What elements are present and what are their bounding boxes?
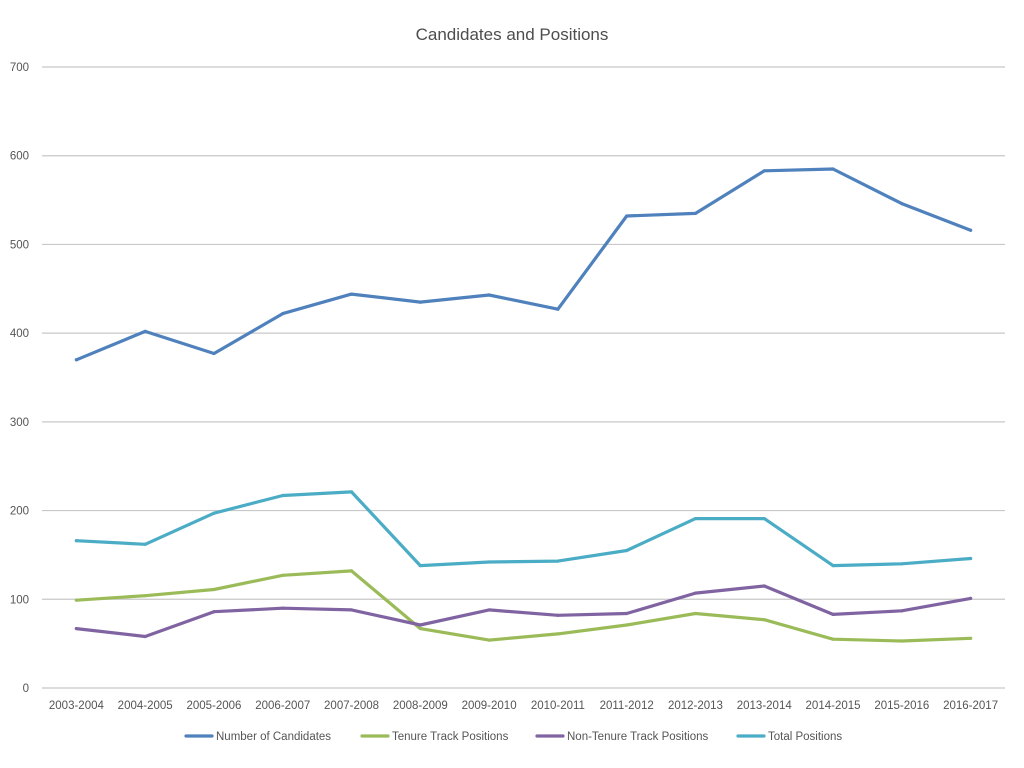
y-tick-label: 400 xyxy=(10,328,29,340)
data-point xyxy=(693,516,698,521)
data-point xyxy=(969,596,973,600)
data-point xyxy=(418,563,422,568)
data-point xyxy=(418,300,422,304)
data-point xyxy=(556,632,560,636)
x-tick-label: 2009-2010 xyxy=(462,700,517,712)
data-point xyxy=(831,637,835,641)
legend: Number of Candidates Tenure Track Positio… xyxy=(184,731,842,743)
series-line-2 xyxy=(74,569,973,643)
data-point xyxy=(762,169,766,173)
data-point xyxy=(212,587,216,592)
data-point xyxy=(900,562,904,566)
data-point xyxy=(900,202,904,206)
data-point xyxy=(487,293,491,297)
data-point xyxy=(74,358,78,362)
data-point xyxy=(762,584,766,588)
data-point xyxy=(900,609,904,613)
data-point xyxy=(143,634,147,639)
data-point xyxy=(212,610,216,614)
data-point xyxy=(831,563,835,568)
x-tick-label: 2004-2005 xyxy=(118,700,173,712)
legend-label: Number of Candidates xyxy=(216,731,331,743)
data-point xyxy=(625,611,629,616)
x-tick-label: 2014-2015 xyxy=(806,700,861,712)
series-line-1 xyxy=(74,167,973,362)
y-tick-label: 700 xyxy=(10,62,29,74)
data-point xyxy=(487,608,491,612)
x-tick-label: 2008-2009 xyxy=(393,700,448,712)
legend-label: Non-Tenure Track Positions xyxy=(567,731,709,743)
data-point xyxy=(762,516,766,521)
data-point xyxy=(281,573,285,577)
data-point xyxy=(212,351,216,356)
y-tick-label: 200 xyxy=(10,506,29,518)
x-tick-label: 2012-2013 xyxy=(668,700,723,712)
x-axis-ticks: 2003-2004 2004-2005 2005-2006 2006-2007 2007… xyxy=(49,700,998,712)
y-tick-label: 0 xyxy=(23,683,29,695)
data-point xyxy=(487,638,491,642)
data-point xyxy=(831,167,835,171)
data-point xyxy=(831,612,835,616)
x-tick-label: 2010-2011 xyxy=(531,700,585,712)
data-point xyxy=(74,598,78,602)
x-tick-label: 2003-2004 xyxy=(49,700,105,712)
data-point xyxy=(212,511,216,515)
data-point xyxy=(556,307,560,311)
data-point xyxy=(969,556,973,561)
x-tick-label: 2013-2014 xyxy=(737,700,793,712)
data-point xyxy=(762,618,766,622)
x-tick-label: 2015-2016 xyxy=(874,700,929,712)
data-point xyxy=(625,623,629,627)
data-point xyxy=(281,493,285,498)
legend-label: Tenure Track Positions xyxy=(392,731,509,743)
data-point xyxy=(556,613,560,617)
series-line-4 xyxy=(74,490,973,568)
x-tick-label: 2007-2008 xyxy=(324,700,379,712)
data-point xyxy=(418,626,422,631)
data-point xyxy=(625,214,629,218)
data-point xyxy=(349,292,354,296)
data-point xyxy=(969,228,973,232)
data-point xyxy=(969,636,973,640)
data-point xyxy=(349,490,354,494)
data-point xyxy=(74,626,78,631)
data-point xyxy=(693,211,698,215)
legend-item: Total Positions xyxy=(736,731,842,743)
x-tick-label: 2016-2017 xyxy=(943,700,998,712)
legend-label: Total Positions xyxy=(768,731,842,743)
y-axis-ticks: 0 100 200 300 400 500 600 700 xyxy=(10,62,29,695)
data-point xyxy=(281,606,285,610)
x-tick-label: 2006-2007 xyxy=(255,700,310,712)
y-tick-label: 300 xyxy=(10,417,29,429)
series-lines xyxy=(74,167,973,643)
data-point xyxy=(418,623,422,627)
data-point xyxy=(281,312,285,316)
chart-title: Candidates and Positions xyxy=(416,25,609,44)
data-point xyxy=(693,611,698,616)
x-tick-label: 2011-2012 xyxy=(600,700,654,712)
legend-item: Tenure Track Positions xyxy=(360,731,509,743)
data-point xyxy=(143,542,147,546)
data-point xyxy=(556,559,560,563)
y-tick-label: 600 xyxy=(10,151,29,163)
data-point xyxy=(349,569,354,573)
series-line-3 xyxy=(74,584,973,639)
y-tick-label: 500 xyxy=(10,239,29,251)
data-point xyxy=(487,560,491,564)
data-point xyxy=(349,608,354,612)
y-tick-label: 100 xyxy=(10,594,29,606)
legend-item: Non-Tenure Track Positions xyxy=(535,731,709,743)
data-point xyxy=(143,594,147,598)
data-point xyxy=(693,591,698,595)
gridlines xyxy=(42,66,1005,689)
data-point xyxy=(74,539,78,543)
data-point xyxy=(900,639,904,643)
x-tick-label: 2005-2006 xyxy=(186,700,241,712)
data-point xyxy=(143,329,147,333)
data-point xyxy=(625,548,629,553)
legend-item: Number of Candidates xyxy=(184,731,331,743)
